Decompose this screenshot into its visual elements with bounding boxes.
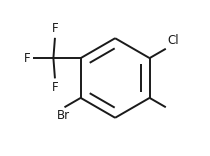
Text: F: F <box>52 81 58 94</box>
Text: F: F <box>52 22 58 35</box>
Text: Cl: Cl <box>168 34 179 47</box>
Text: F: F <box>24 52 30 65</box>
Text: Br: Br <box>57 109 70 122</box>
